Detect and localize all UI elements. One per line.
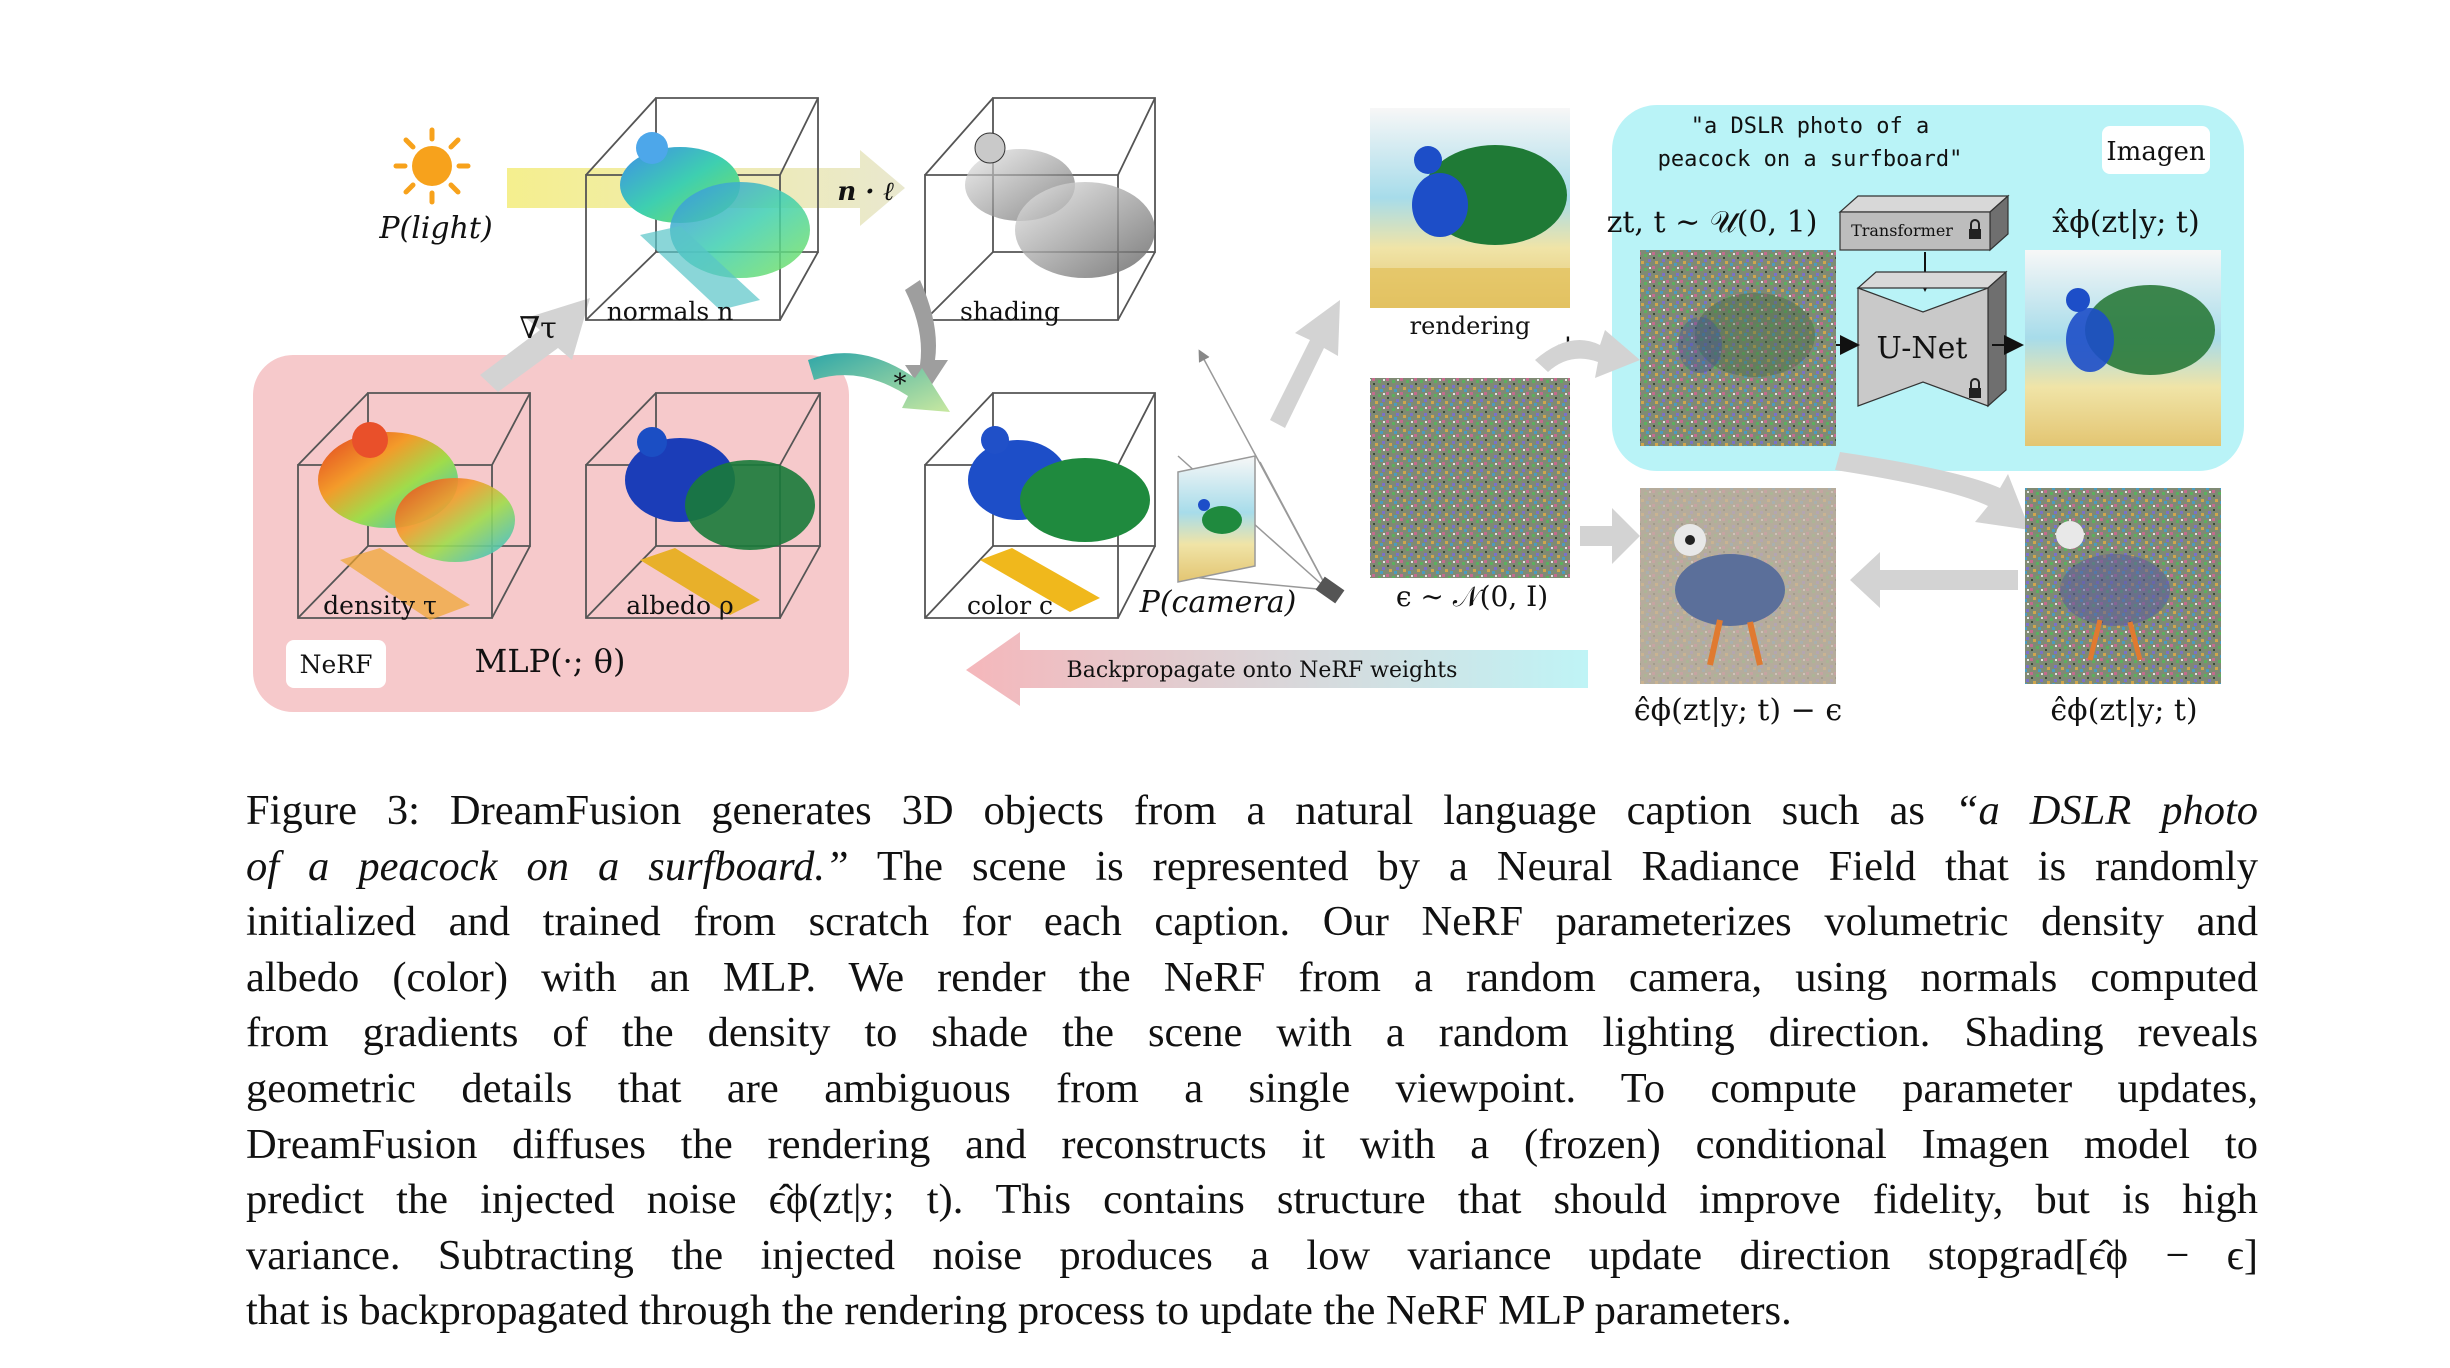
shading-to-color-arrow	[905, 280, 948, 395]
camera-label: P(camera)	[1139, 585, 1297, 620]
diff-label: ϵ̂ϕ(zt|y; t) − ϵ	[1634, 693, 1842, 728]
imagen-badge-label: Imagen	[2106, 137, 2205, 167]
mlp-label: MLP(·; θ)	[475, 642, 626, 680]
caption-line-6: geometric details that are ambiguous fro…	[246, 1064, 2258, 1112]
composite-star: *	[894, 369, 907, 399]
noisy-rendering-image	[1640, 250, 1836, 446]
denoised-image	[2025, 250, 2221, 446]
lock-icon	[1969, 219, 1981, 239]
nerf-badge	[286, 640, 386, 688]
dreamfusion-figure: n · ℓ P(light) ∇τ normals n shading	[253, 97, 2244, 728]
figure-canvas: n · ℓ P(light) ∇τ normals n shading	[253, 97, 2244, 728]
update-direction-image	[1640, 488, 1836, 684]
prompt-line-2: peacock on a surfboard"	[1658, 147, 1963, 172]
caption-line-2: of a peacock on a surfboard.” The scene …	[246, 839, 2258, 895]
caption-line-9: variance. Subtracting the injected noise…	[246, 1231, 2258, 1279]
caption-line-1: Figure 3: DreamFusion generates 3D objec…	[246, 783, 2258, 839]
caption-line-7: DreamFusion diffuses the rendering and r…	[246, 1120, 2258, 1168]
prompt-line-1: "a DSLR photo of a	[1691, 114, 1929, 139]
caption-line-4: albedo (color) with an MLP. We render th…	[246, 953, 2258, 1001]
light-label: P(light)	[378, 211, 492, 246]
color-label: color c	[967, 591, 1053, 620]
dot-product-label: n · ℓ	[837, 177, 894, 207]
shading-label: shading	[960, 297, 1060, 326]
caption-line-1-quote: “a DSLR photo	[1954, 787, 2259, 834]
figure-caption: Figure 3: DreamFusion generates 3D objec…	[246, 783, 2258, 1339]
predicted-noise-image	[2025, 488, 2221, 684]
albedo-label: albedo ρ	[626, 591, 733, 620]
rendering-image	[1370, 108, 1570, 308]
rendering-label: rendering	[1410, 312, 1531, 340]
density-blob	[318, 422, 515, 620]
camera-view-image	[1177, 455, 1256, 583]
normals-label: normals n	[607, 297, 734, 326]
rendering-to-zt-arrow	[1535, 330, 1640, 378]
albedo-peacock	[625, 427, 815, 615]
backprop-arrow	[966, 632, 1588, 706]
unet-label: U-Net	[1877, 331, 1968, 366]
caption-line-5: from gradients of the density to shade t…	[246, 1009, 2258, 1057]
noise-label: ϵ ∼ 𝒩(0, I)	[1396, 580, 1548, 613]
epshat-label: ϵ̂ϕ(zt|y; t)	[2050, 693, 2197, 728]
caption-line-2-text: The scene is represented by a Neural Rad…	[848, 842, 2258, 890]
gradient-label: ∇τ	[519, 311, 557, 346]
shading-peacock	[965, 132, 1155, 278]
caption-line-10: that is backpropagated through the rende…	[246, 1287, 1792, 1335]
nerf-badge-label: NeRF	[300, 650, 373, 679]
noise-image	[1370, 378, 1570, 578]
to-rendering-arrow	[1270, 300, 1340, 428]
unet-block	[1856, 270, 2008, 408]
sun-icon	[393, 127, 471, 205]
caption-line-8: predict the injected noise ϵ̂ϕ(zt|y; t).…	[246, 1176, 2258, 1224]
gradient-arrow	[480, 298, 590, 392]
backprop-label: Backpropagate onto NeRF weights	[1067, 658, 1458, 683]
transformer-label: Transformer	[1851, 221, 1953, 240]
normals-peacock	[620, 132, 810, 310]
color-peacock	[968, 426, 1150, 612]
density-label: density τ	[323, 591, 437, 620]
epshat-to-diff-arrow	[1850, 552, 2018, 608]
caption-line-3: initialized and trained from scratch for…	[246, 898, 2258, 946]
caption-line-2-quote: of a peacock on a surfboard.”	[246, 842, 849, 890]
lock-icon	[1969, 378, 1981, 398]
noise-to-eps-arrow	[1580, 508, 1640, 564]
to-epshat-arrow	[1835, 452, 2030, 530]
transformer-block	[1838, 194, 2010, 252]
imagen-badge	[2102, 126, 2210, 174]
xhat-label: x̂ϕ(zt|y; t)	[2052, 205, 2199, 240]
albedo-to-color-arrow	[808, 353, 950, 412]
camera-icon	[1315, 576, 1345, 604]
zt-label: zt, t ∼ 𝒰(0, 1)	[1607, 205, 1818, 240]
caption-line-1-text: Figure 3: DreamFusion generates 3D objec…	[246, 787, 1955, 834]
